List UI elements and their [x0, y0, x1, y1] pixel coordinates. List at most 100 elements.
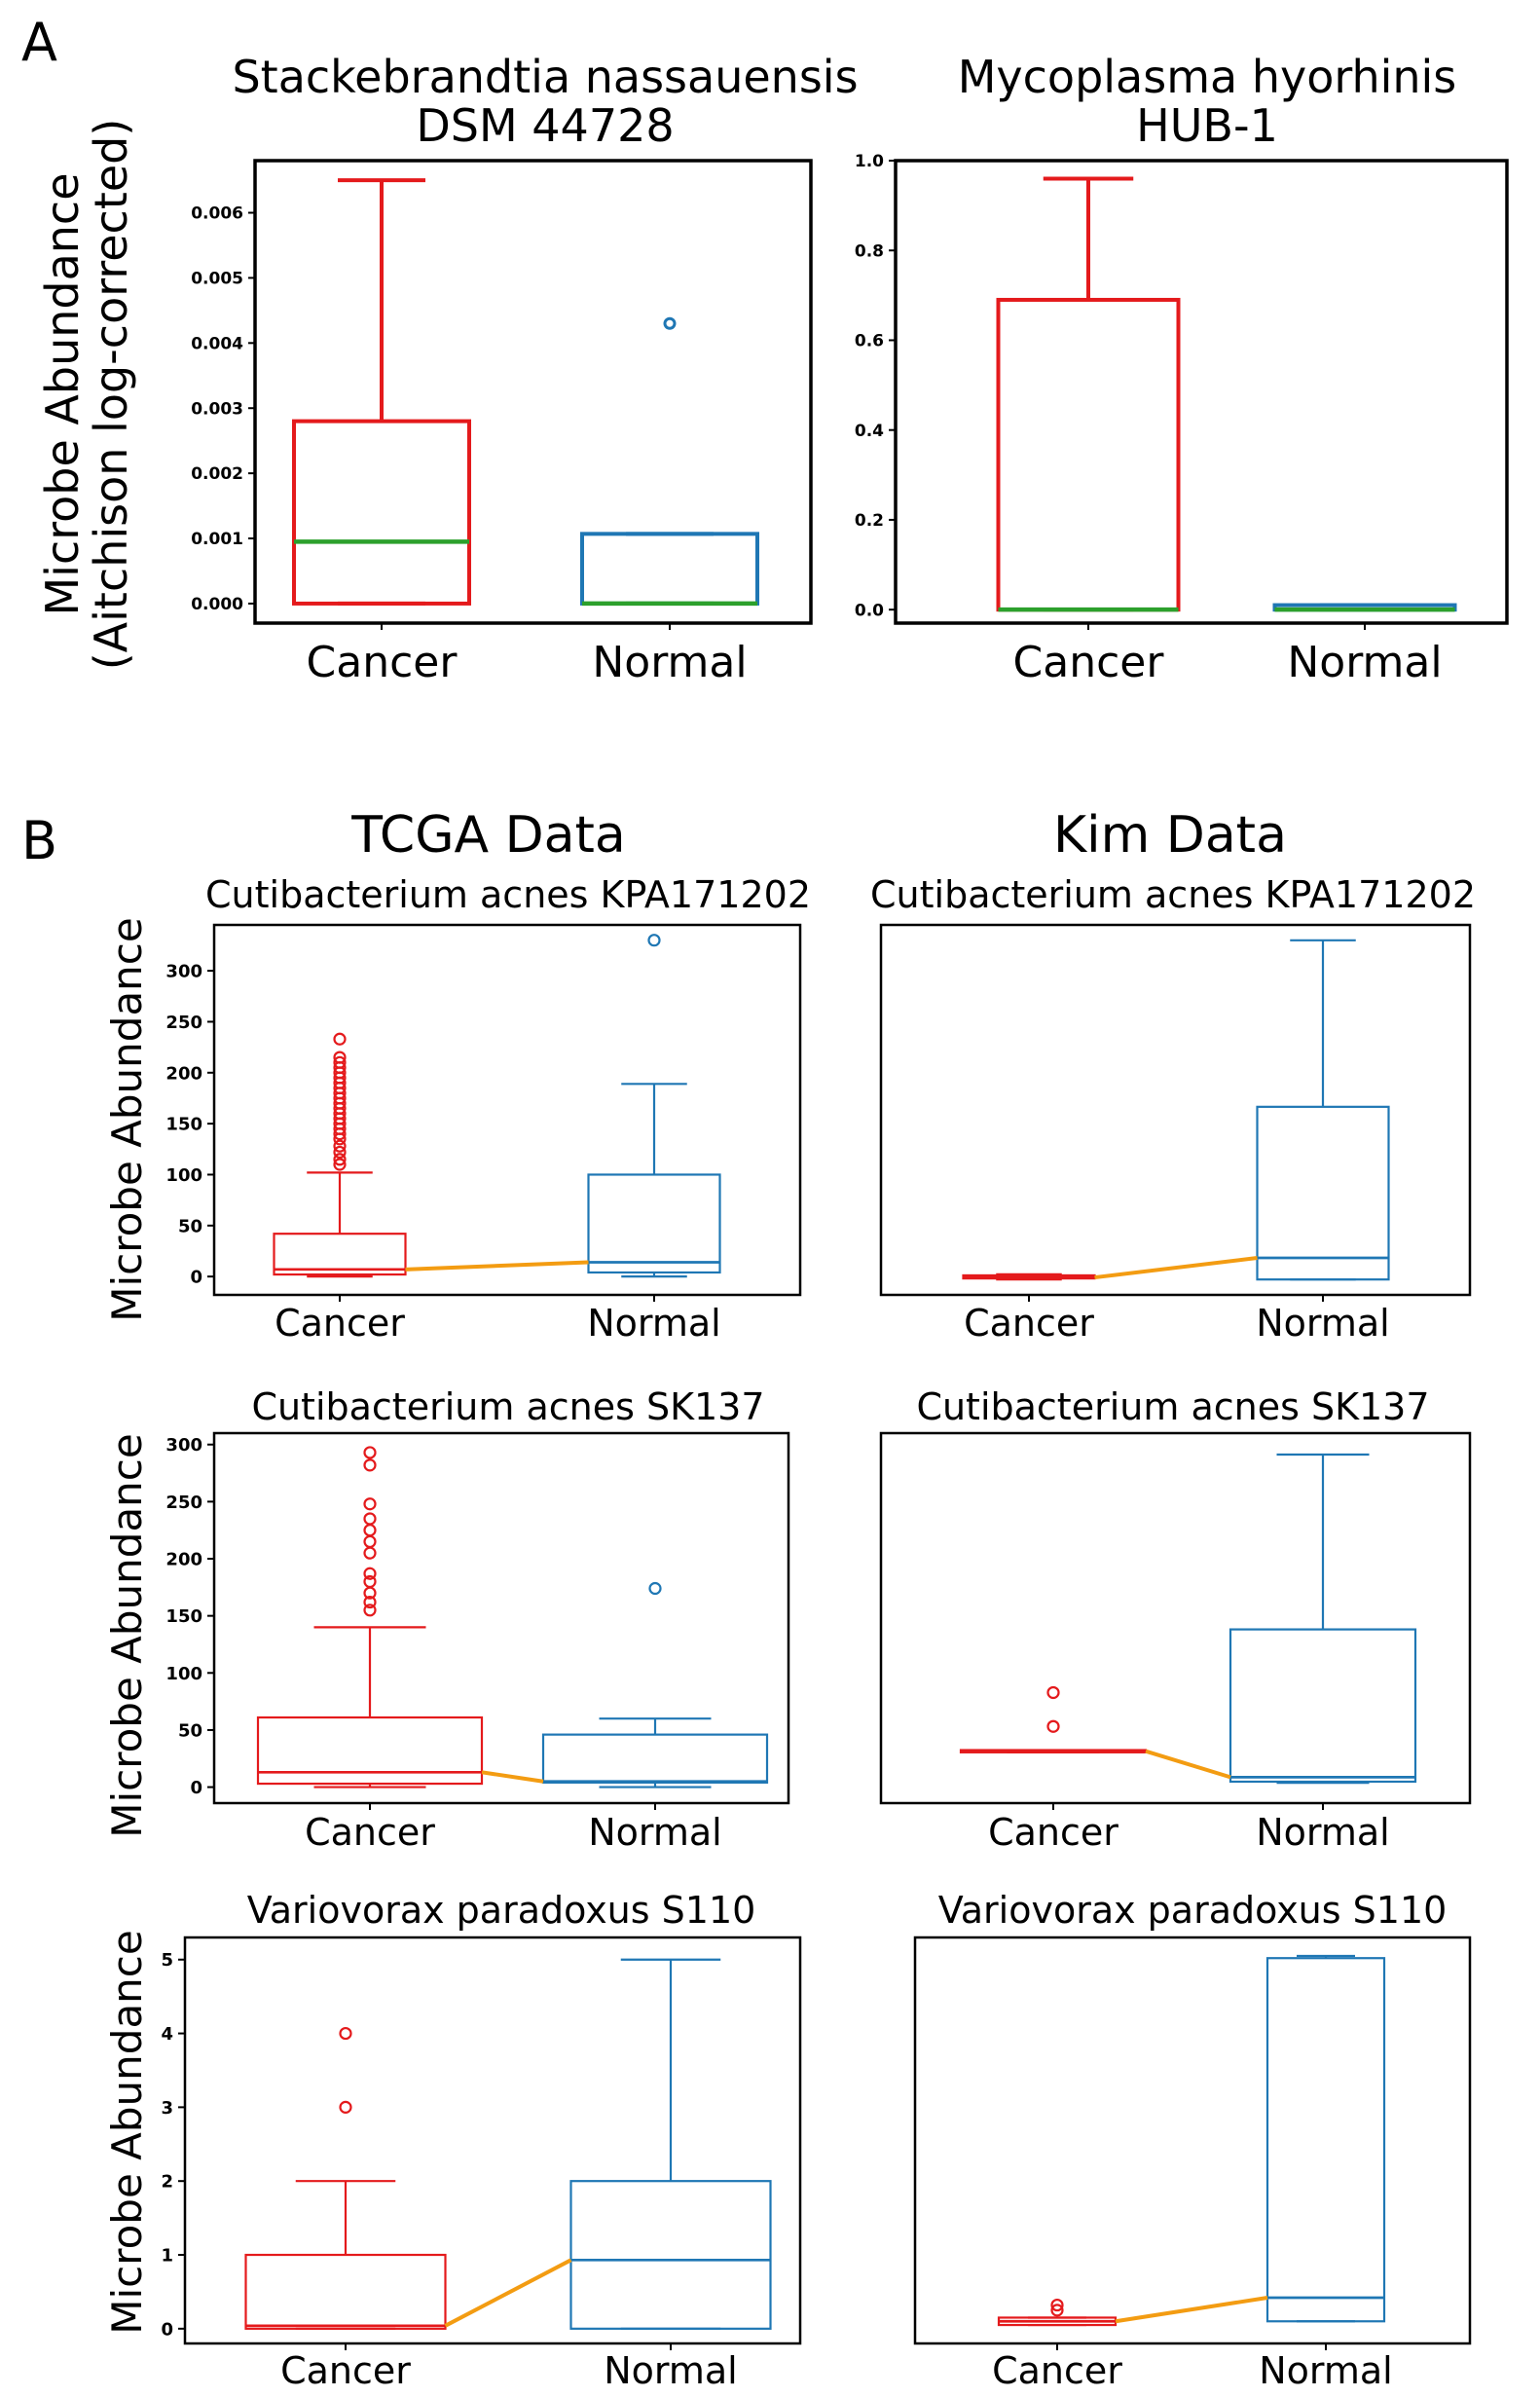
ytick-label-b3-3: 150 [165, 1606, 202, 1627]
box-b6-cancer [997, 2298, 1118, 2327]
ytick-label-b1-3: 150 [165, 1115, 202, 1135]
chart-b6: Variovorax paradoxus S110 Cancer Normal [913, 1889, 1472, 2392]
chart-title-b6-0: Variovorax paradoxus S110 [938, 1889, 1448, 1932]
chart-title-b4-0: Cutibacterium acnes SK137 [916, 1385, 1429, 1428]
box-body-b1-0 [273, 1233, 407, 1276]
ytick-label-b1-6: 300 [165, 962, 202, 982]
flier-b3-0-5 [363, 1546, 377, 1560]
box-a1-cancer [292, 178, 471, 606]
ytick-label-a1-2: 0.002 [191, 464, 243, 484]
flier-b3-0-10 [363, 1458, 377, 1472]
box-b5-cancer [244, 2026, 447, 2330]
flier-b1-0-1 [333, 1153, 347, 1166]
box-body-b5-1 [569, 2180, 772, 2330]
ytick-label-b5-0: 0 [161, 2319, 173, 2340]
panel-b-ylabel-row2: Microbe Abundance [103, 1433, 151, 1837]
ytick-label-b5-3: 3 [161, 2098, 173, 2119]
chart-b4: Cutibacterium acnes SK137 Cancer Normal [879, 1385, 1472, 1854]
ytick-label-a1-3: 0.003 [191, 399, 243, 419]
flier-b4-0-0 [1046, 1719, 1060, 1733]
box-b2-normal [1256, 939, 1390, 1281]
chart-b1: Cutibacterium acnes KPA171202 0 50 100 150 20… [165, 873, 811, 1345]
box-body-a2-0 [996, 297, 1181, 612]
flier-b3-0-6 [363, 1534, 377, 1549]
flier-b1-0-20 [333, 1051, 347, 1064]
flier-b3-0-3 [363, 1574, 377, 1589]
category-label-a1-1: Normal [592, 638, 747, 687]
panel-b-ylabel-row3: Microbe Abundance [103, 1930, 151, 2334]
box-body-a1-1 [580, 532, 759, 606]
axes-frame-a2 [894, 159, 1509, 625]
flier-b3-0-9 [363, 1497, 377, 1511]
flier-a1-1-0 [663, 316, 677, 330]
median-connector-b1 [405, 1260, 589, 1272]
ytick-label-b3-0: 0 [190, 1778, 202, 1798]
box-body-b3-0 [256, 1715, 484, 1786]
chart-title-a2-1: HUB-1 [1136, 99, 1278, 152]
ytick-label-b1-0: 0 [190, 1268, 202, 1288]
flier-b3-0-0 [363, 1604, 377, 1617]
chart-title-a2-0: Mycoplasma hyorhinis [958, 51, 1457, 103]
flier-b1-0-2 [333, 1145, 347, 1160]
panel-a-ylabel-line1: Microbe Abundance [36, 172, 89, 615]
median-connector-b6 [1115, 2296, 1268, 2324]
ytick-label-a1-5: 0.005 [191, 270, 243, 289]
tcga-header: TCGA Data [350, 806, 626, 865]
ytick-label-b3-6: 300 [165, 1435, 202, 1456]
flier-b1-1-0 [647, 934, 661, 947]
flier-b3-0-7 [363, 1524, 377, 1537]
flier-b5-0-1 [339, 2026, 352, 2041]
category-label-a1-0: Cancer [307, 638, 458, 687]
ytick-label-b3-5: 250 [165, 1493, 202, 1513]
category-label-b2-1: Normal [1256, 1302, 1390, 1345]
ytick-label-b5-5: 5 [161, 1950, 173, 1971]
flier-b3-0-11 [363, 1446, 377, 1459]
median-connector-b2 [1094, 1256, 1258, 1280]
box-body-b5-0 [244, 2253, 447, 2330]
axes-frame-b5 [183, 1936, 802, 2345]
category-label-b5-0: Cancer [280, 2349, 411, 2392]
ytick-label-b5-2: 2 [161, 2172, 173, 2193]
chart-title-b3-0: Cutibacterium acnes SK137 [251, 1385, 764, 1428]
ytick-label-b3-4: 200 [165, 1549, 202, 1569]
box-body-b4-1 [1228, 1628, 1417, 1784]
ytick-label-a2-0: 0.0 [855, 601, 884, 620]
median-connector-b3 [481, 1770, 544, 1784]
box-body-b6-1 [1265, 1957, 1386, 2323]
ytick-label-a1-6: 0.006 [191, 204, 243, 224]
axes-frame-b6 [913, 1936, 1472, 2345]
ytick-label-a2-5: 1.0 [855, 152, 884, 171]
flier-b3-0-8 [363, 1512, 377, 1526]
panel-label-b: B [21, 810, 57, 871]
flier-b3-0-1 [363, 1595, 377, 1609]
flier-b4-0-1 [1046, 1685, 1060, 1700]
axes-frame-b1 [212, 923, 802, 1297]
ytick-label-a1-0: 0.000 [191, 595, 243, 614]
box-b1-cancer [273, 1032, 407, 1278]
box-a1-normal [580, 316, 759, 607]
category-label-b6-0: Cancer [992, 2349, 1122, 2392]
ytick-label-a2-1: 0.2 [855, 511, 884, 531]
category-label-b3-0: Cancer [305, 1811, 435, 1854]
panel-label-a: A [21, 12, 57, 73]
category-label-b4-0: Cancer [988, 1811, 1118, 1854]
ytick-label-b1-5: 250 [165, 1013, 202, 1033]
category-label-b1-0: Cancer [275, 1302, 405, 1345]
chart-b5: Variovorax paradoxus S110 0 1 2 3 4 5 Cancer Nor… [161, 1889, 802, 2392]
ytick-label-b1-4: 200 [165, 1063, 202, 1084]
ytick-label-a1-4: 0.004 [191, 334, 243, 353]
ytick-label-b5-4: 4 [161, 2024, 173, 2045]
box-b3-normal [541, 1581, 769, 1789]
ytick-label-b5-1: 1 [161, 2245, 173, 2266]
box-b3-cancer [256, 1446, 484, 1789]
box-b5-normal [569, 1958, 772, 2330]
ytick-label-b1-2: 100 [165, 1165, 202, 1186]
box-b6-normal [1265, 1954, 1386, 2323]
category-label-b1-1: Normal [587, 1302, 721, 1345]
flier-b5-0-0 [339, 2100, 352, 2114]
axes-frame-b4 [879, 1431, 1472, 1805]
chart-title-b2-0: Cutibacterium acnes KPA171202 [870, 873, 1476, 916]
